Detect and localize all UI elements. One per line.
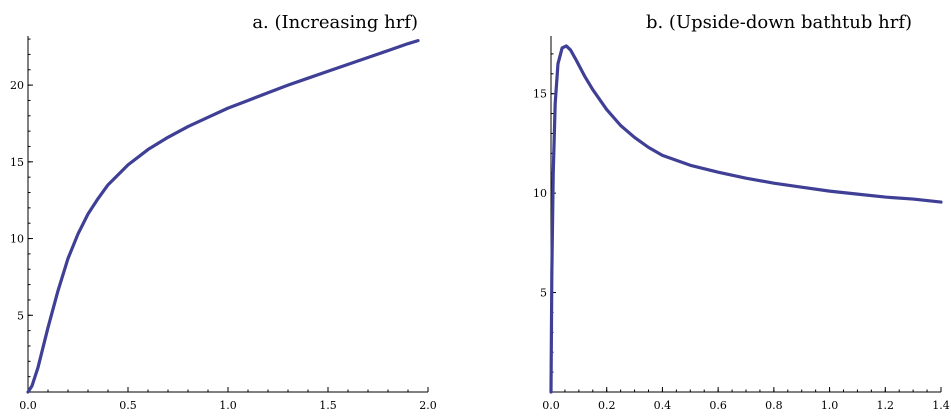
chart-b-x-tick-label: 0.6 bbox=[709, 399, 727, 412]
chart-a-x-tick-label: 0.0 bbox=[19, 399, 37, 412]
chart-panel-b: 0.0 0.2 0.4 0.6 0.8 1.0 1.2 1.4 5 10 15 b. (Upside-… bbox=[533, 12, 950, 412]
chart-panel-a: 0.0 0.5 1.0 1.5 2.0 5 10 15 20 a. (Increasing hrf… bbox=[10, 12, 437, 412]
chart-b-title: b. (Upside-down bathtub hrf) bbox=[646, 12, 912, 33]
chart-b-x-tick-label: 0.2 bbox=[598, 399, 616, 412]
chart-b-y-tick-label: 10 bbox=[533, 187, 547, 200]
chart-b-x-tick-label: 0.8 bbox=[765, 399, 783, 412]
chart-a-series-line bbox=[26, 38, 420, 394]
chart-a-y-tick-label: 20 bbox=[10, 79, 24, 92]
chart-a-x-tick-label: 2.0 bbox=[419, 399, 437, 412]
chart-b-x-tick-label: 1.0 bbox=[821, 399, 839, 412]
chart-a-title: a. (Increasing hrf) bbox=[252, 12, 418, 33]
chart-b-series-line bbox=[549, 44, 943, 394]
chart-a-x-tick-label: 1.0 bbox=[219, 399, 237, 412]
chart-a-y-tick-label: 15 bbox=[10, 156, 24, 169]
chart-b-x-tick-label: 0.0 bbox=[542, 399, 560, 412]
chart-b-x-tick-label: 1.4 bbox=[932, 399, 950, 412]
chart-a-y-tick-label: 10 bbox=[10, 233, 24, 246]
chart-a-x-tick-label: 1.5 bbox=[319, 399, 337, 412]
chart-b-y-tick-label: 5 bbox=[540, 287, 547, 300]
chart-b-y-tick-label: 15 bbox=[533, 88, 547, 101]
chart-b-x-tick-label: 0.4 bbox=[654, 399, 672, 412]
chart-b-x-tick-label: 1.2 bbox=[877, 399, 895, 412]
chart-a-y-tick-label: 5 bbox=[17, 309, 24, 322]
chart-a-x-tick-label: 0.5 bbox=[119, 399, 137, 412]
